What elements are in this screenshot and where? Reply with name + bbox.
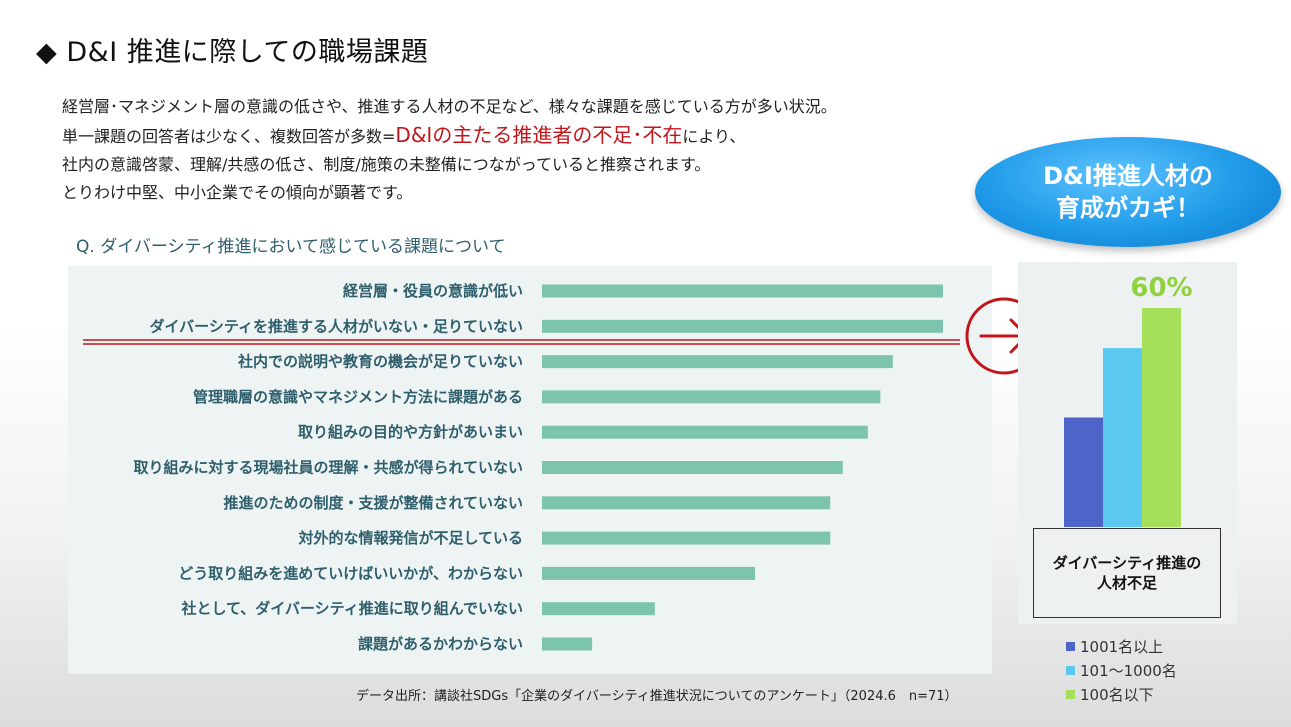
- bar-9: [542, 602, 655, 616]
- survey-question: Q. ダイバーシティ推進において感じている課題について: [76, 237, 506, 257]
- bar-3: [542, 390, 881, 404]
- side-data-label: 60%: [1130, 273, 1192, 303]
- legend-swatch-medium: [1066, 665, 1075, 675]
- category-label-10: 課題があるかわからない: [358, 635, 523, 653]
- description-line-2-prefix: 単一課題の回答者は少なく、複数回答が多数=: [62, 127, 396, 146]
- bar-7: [542, 531, 831, 545]
- callout-line-2: 育成がカギ！: [1056, 194, 1200, 222]
- data-source: データ出所：講談社SDGs「企業のダイバーシティ推進状況についてのアンケート」（…: [356, 689, 958, 704]
- legend-swatch-small: [1066, 689, 1075, 699]
- legend-item-large: 1001名以上: [1066, 634, 1177, 658]
- side-bar-1: [1103, 348, 1142, 527]
- legend-label-large: 1001名以上: [1080, 637, 1164, 656]
- legend-label-small: 100名以下: [1080, 685, 1154, 704]
- side-chart-legend: 1001名以上 101～1000名 100名以下: [1066, 634, 1177, 706]
- category-label-2: 社内での説明や教育の機会が足りていない: [237, 353, 523, 371]
- description-line-3: 社内の意識啓蒙、理解/共感の低さ、制度/施策の未整備につながっていると推察されま…: [62, 155, 711, 174]
- bar-5: [542, 461, 843, 474]
- category-label-8: どう取り組みを進めていけばいいかが、わからない: [178, 564, 523, 582]
- description-highlight: D&Iの主たる推進者の不足･不在: [395, 123, 683, 147]
- description-line-2-suffix: により、: [682, 127, 746, 146]
- category-label-4: 取り組みの目的や方針があいまい: [298, 423, 523, 441]
- bar-10: [542, 637, 593, 651]
- callout-line-1: D&I推進人材の: [1043, 162, 1213, 190]
- bar-0: [542, 284, 943, 298]
- category-label-7: 対外的な情報発信が不足している: [297, 529, 523, 547]
- category-label-3: 管理職層の意識やマネジメント方法に課題がある: [193, 388, 523, 406]
- legend-item-small: 100名以下: [1066, 682, 1177, 706]
- legend-label-medium: 101～1000名: [1080, 661, 1177, 680]
- side-chart-category-text: ダイバーシティ推進の人材不足: [1052, 554, 1202, 592]
- category-label-9: 社として、ダイバーシティ推進に取り組んでいない: [180, 600, 523, 618]
- callout-bubble: D&I推進人材の 育成がカギ！: [975, 137, 1281, 247]
- legend-swatch-large: [1066, 641, 1075, 651]
- description-line-4: とりわけ中堅、中小企業でその傾向が顕著です。: [62, 183, 413, 202]
- bar-2: [542, 355, 893, 369]
- category-label-5: 取り組みに対する現場社員の理解・共感が得られていない: [133, 459, 523, 477]
- category-label-0: 経営層・役員の意識が低い: [343, 282, 523, 300]
- legend-item-medium: 101～1000名: [1066, 658, 1177, 682]
- description-line-1: 経営層･マネジメント層の意識の低さや、推進する人材の不足など、様々な課題を感じて…: [62, 97, 837, 116]
- category-label-6: 推進のための制度・支援が整備されていない: [223, 494, 523, 512]
- bar-6: [542, 496, 831, 510]
- bar-4: [542, 425, 868, 439]
- description-line-2: 単一課題の回答者は少なく、複数回答が多数=D&Iの主たる推進者の不足･不在により…: [62, 121, 837, 151]
- category-label-1: ダイバーシティを推進する人材がいない・足りていない: [149, 317, 523, 335]
- page-title: ◆ D&I 推進に際しての職場課題: [36, 37, 429, 68]
- side-bar-2: [1142, 308, 1181, 527]
- bar-1: [542, 319, 943, 333]
- description: 経営層･マネジメント層の意識の低さや、推進する人材の不足など、様々な課題を感じて…: [62, 93, 837, 207]
- side-bar-0: [1064, 417, 1103, 527]
- bar-8: [542, 566, 756, 580]
- side-chart-category-label: ダイバーシティ推進の人材不足: [1033, 528, 1221, 618]
